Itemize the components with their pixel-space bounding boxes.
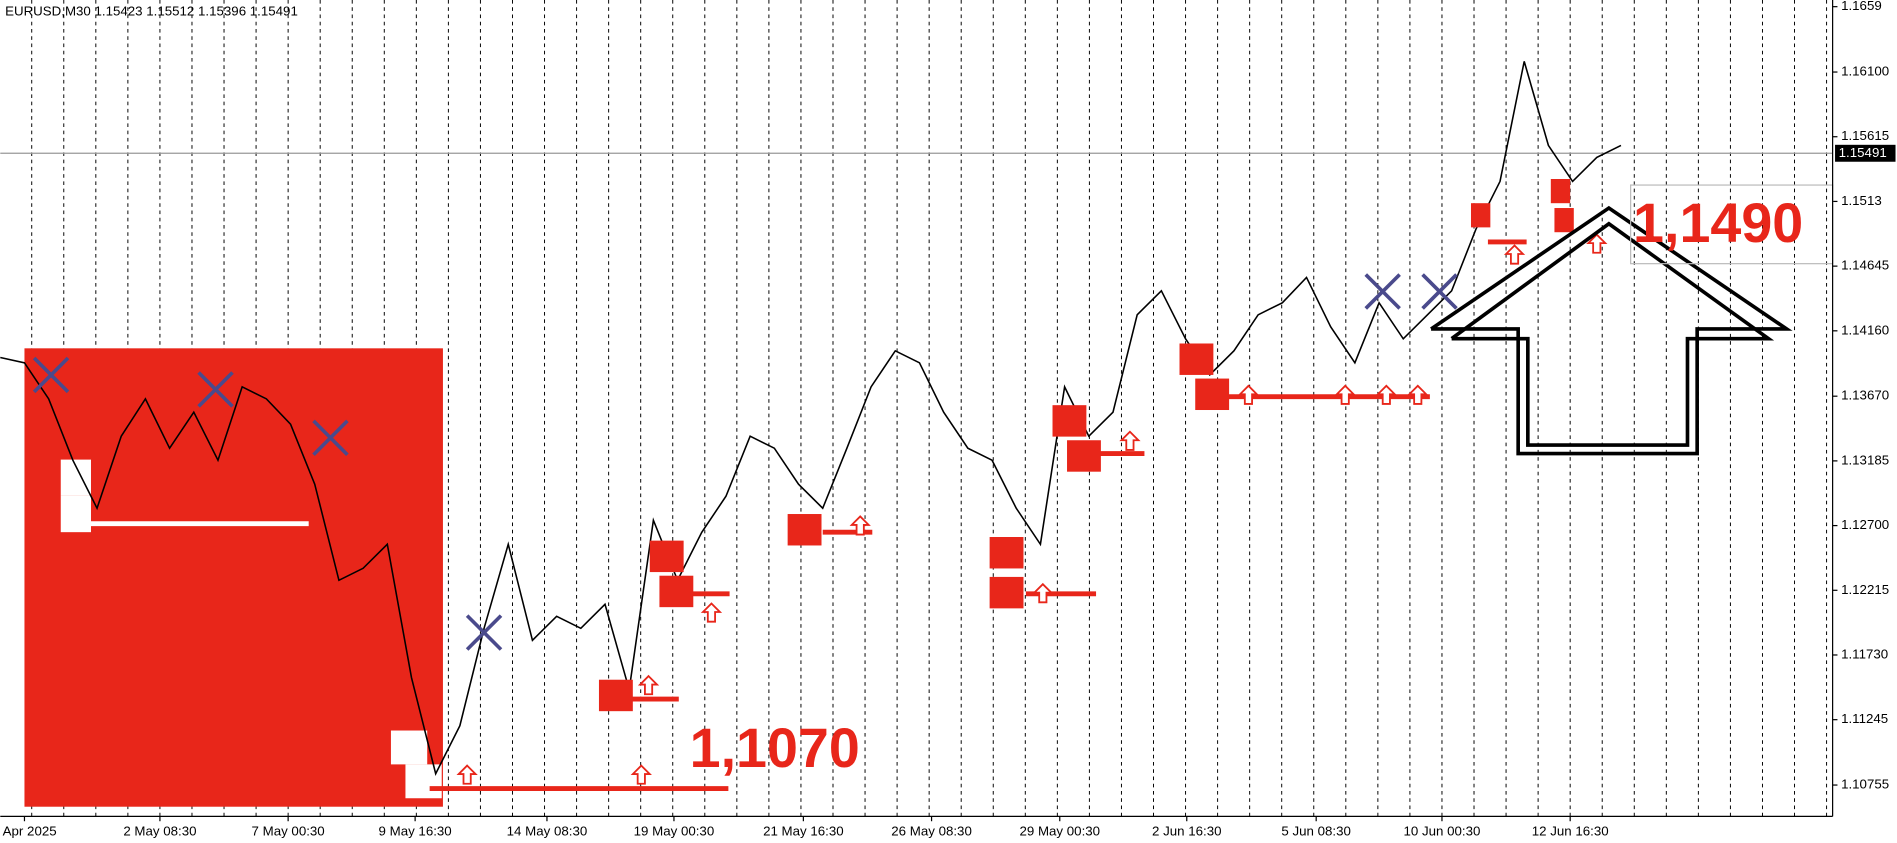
arrow-outer [1430, 205, 1793, 456]
block [1550, 179, 1571, 204]
zone-boxes [60, 459, 442, 799]
zone-rect [24, 348, 443, 807]
x-tick-label: 2 May 08:30 [123, 824, 196, 839]
x-tick-label: 21 May 16:30 [763, 824, 844, 839]
block [659, 575, 694, 608]
small-arrow [456, 764, 478, 785]
block [989, 576, 1024, 609]
small-arrow [1375, 384, 1397, 405]
y-tick-label: 1.12215 [1841, 582, 1889, 597]
annotation: 1,1490 [1633, 192, 1803, 254]
block [1470, 203, 1491, 228]
y-tick-label: 1.12700 [1841, 517, 1889, 532]
block [989, 537, 1024, 569]
y-tick-label: 1.13185 [1841, 452, 1889, 467]
box [405, 764, 442, 799]
y-tick-label: 1.10755 [1841, 777, 1889, 792]
y-tick-label: 1.11730 [1841, 646, 1888, 661]
box [60, 495, 91, 533]
small-arrow [1407, 384, 1429, 405]
y-tick-label: 1.1659 [1841, 0, 1882, 13]
cross-marks [32, 273, 1458, 651]
block [1554, 208, 1574, 233]
small-arrows [456, 233, 1608, 785]
y-tick-label: 1.15615 [1841, 128, 1889, 143]
y-tick-label: 1.13670 [1841, 388, 1889, 403]
cross [1364, 273, 1401, 310]
small-arrow [1503, 244, 1526, 265]
x-tick-label: 5 Jun 08:30 [1281, 824, 1351, 839]
box [390, 730, 428, 765]
small-arrow [700, 602, 723, 623]
small-arrow [1119, 430, 1141, 451]
block [598, 679, 633, 712]
level-lines [90, 239, 1527, 791]
current-price-tag [1835, 144, 1896, 162]
order-blocks [598, 179, 1574, 712]
x-tick-label: 14 May 08:30 [507, 824, 588, 839]
cross [312, 419, 349, 457]
small-arrow [1237, 384, 1260, 405]
chart-title: EURUSD,M30 1.15423 1.15512 1.15396 1.154… [5, 4, 298, 19]
block [787, 514, 822, 546]
arrow-inner [1450, 221, 1775, 447]
x-tick-label: 10 Jun 00:30 [1404, 824, 1481, 839]
x-tick-label: 12 Jun 16:30 [1532, 824, 1609, 839]
annotation: 1,1070 [690, 717, 860, 779]
small-arrow [630, 764, 652, 785]
y-tick-label: 1.16100 [1841, 64, 1889, 79]
price-line [0, 61, 1622, 776]
block [1052, 405, 1087, 437]
small-arrow [849, 515, 871, 536]
big-arrow [1430, 205, 1793, 456]
x-tick-label: 7 May 00:30 [252, 824, 325, 839]
small-arrow [1334, 384, 1356, 405]
x-tick-label: 19 May 00:30 [634, 824, 715, 839]
small-arrow [637, 674, 660, 696]
block [1195, 378, 1230, 411]
cross [197, 371, 234, 408]
small-arrow [1032, 582, 1054, 604]
current-price-label: 1.15491 [1839, 145, 1887, 160]
x-tick-label: 26 May 08:30 [891, 824, 972, 839]
y-tick-label: 1.14645 [1841, 258, 1889, 273]
y-tick-label: 1.14160 [1841, 322, 1889, 337]
block [649, 540, 684, 573]
x-tick-label: 29 May 00:30 [1019, 824, 1100, 839]
y-tick-label: 1.11245 [1841, 711, 1888, 726]
cross [32, 356, 70, 394]
cross [465, 614, 503, 651]
x-tick-label: 2 Jun 16:30 [1152, 824, 1222, 839]
block [1179, 343, 1214, 375]
x-tick-label: 9 May 16:30 [379, 824, 452, 839]
cross [1421, 273, 1458, 310]
y-tick-label: 1.1513 [1841, 193, 1882, 208]
small-arrow [1586, 233, 1608, 254]
x-tick-label: 9 Apr 2025 [0, 824, 57, 839]
